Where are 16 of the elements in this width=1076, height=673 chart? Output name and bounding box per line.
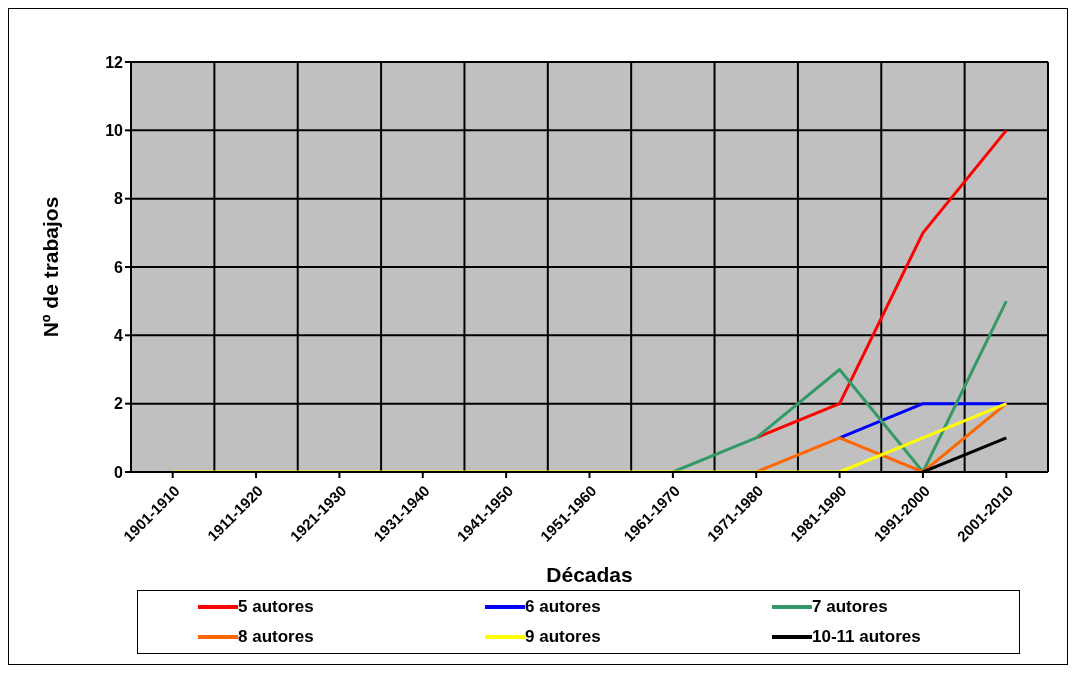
legend-label: 8 autores	[238, 627, 314, 647]
legend-label: 10-11 autores	[812, 627, 921, 647]
y-tick-label: 4	[114, 327, 124, 345]
y-tick-label: 2	[114, 395, 124, 413]
x-axis-title: Décadas	[546, 563, 633, 586]
y-tick-label: 10	[105, 122, 124, 140]
legend-label: 5 autores	[238, 597, 314, 617]
legend-label: 6 autores	[525, 597, 601, 617]
y-tick-label: 12	[105, 53, 124, 71]
y-tick-label: 0	[114, 463, 124, 481]
line-series	[671, 299, 1008, 472]
y-tick-label: 6	[114, 258, 124, 276]
legend-label: 7 autores	[812, 597, 888, 617]
legend-label: 9 autores	[525, 627, 601, 647]
y-tick-label: 8	[114, 190, 124, 208]
y-axis-title: Nº de trabajos	[39, 196, 63, 338]
